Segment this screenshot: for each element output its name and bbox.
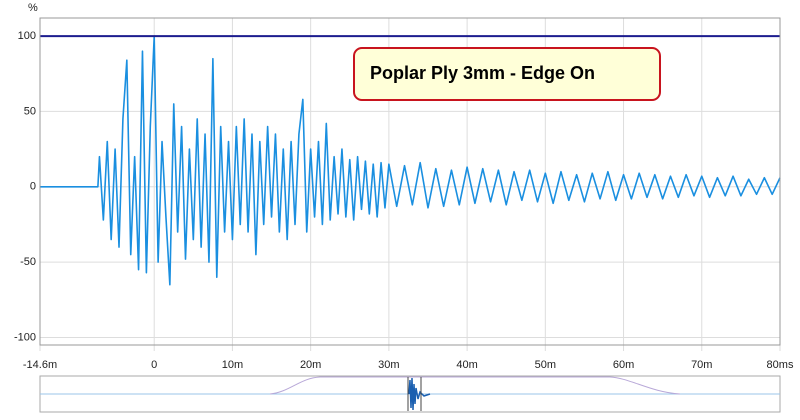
y-tick-label: -50 [20,256,36,268]
x-tick-label: 70m [691,359,712,371]
x-tick-label: 50m [535,359,556,371]
x-tick-label: 0 [151,359,157,371]
overview-window [269,376,681,395]
y-tick-label: -100 [14,331,36,343]
y-tick-label: 100 [18,30,36,42]
plot-border [39,17,781,346]
y-tick-label: 0 [30,181,36,193]
x-tick-label: 40m [456,359,477,371]
x-tick-label: 20m [300,359,321,371]
y-tick-label: 50 [24,105,36,117]
x-tick-label: 80ms [767,359,794,371]
x-tick-label: 30m [378,359,399,371]
annotation-text: Poplar Ply 3mm - Edge On [370,63,595,83]
overview [39,375,781,413]
data-line [40,35,781,286]
annotation-box [353,47,661,101]
annotation: Poplar Ply 3mm - Edge On [353,47,661,101]
y-axis-label: % [28,2,38,14]
x-tick-label: -14.6m [23,359,57,371]
x-tick-label: 60m [613,359,634,371]
x-tick-label: 10m [222,359,243,371]
